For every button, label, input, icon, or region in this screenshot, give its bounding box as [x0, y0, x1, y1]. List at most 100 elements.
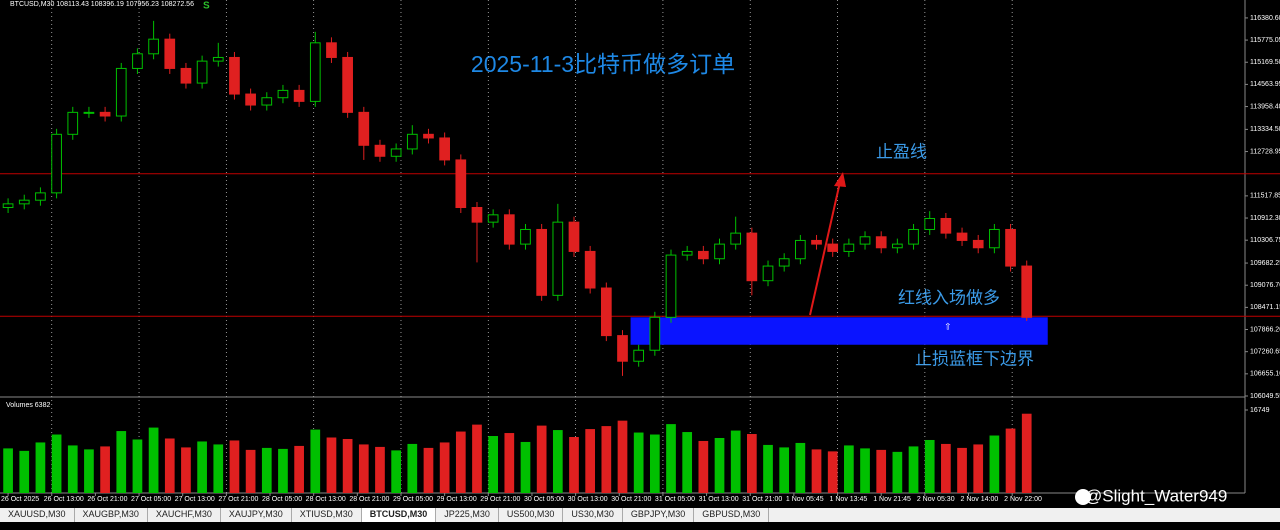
tab[interactable]: XAUGBP,M30	[75, 508, 148, 522]
candle-body	[1021, 265, 1033, 318]
x-tick-label: 29 Oct 21:00	[480, 496, 520, 503]
volume-bar	[844, 445, 854, 493]
volume-bar	[391, 450, 401, 493]
volume-bar	[35, 442, 46, 493]
volume-bar	[3, 448, 13, 493]
volume-bar	[698, 440, 709, 493]
symbol-info: BTCUSD,M30 108113.43 108396.19 107956.23…	[10, 1, 194, 8]
candle-body	[584, 250, 596, 289]
x-tick-label: 2 Nov 22:00	[1004, 496, 1042, 503]
signal: S	[203, 1, 210, 12]
x-tick-label: 28 Oct 05:00	[262, 496, 302, 503]
annotation: 止损蓝框下边界	[915, 349, 1034, 368]
y-tick-label: 110912.30	[1250, 215, 1280, 222]
chart: BTCUSD,M30 108113.43 108396.19 107956.23…	[0, 0, 1280, 507]
candle-body	[487, 214, 499, 223]
candle-body	[293, 89, 305, 102]
candle-body	[99, 111, 111, 117]
y-tick-label: 108471.15	[1250, 304, 1280, 311]
volume-bar	[876, 449, 887, 493]
candle-body	[827, 243, 839, 252]
x-tick-label: 31 Oct 05:00	[655, 496, 695, 503]
volume-bar	[197, 441, 207, 493]
arrow	[809, 181, 841, 316]
candle-body	[600, 287, 612, 337]
tab[interactable]: XTIUSD,M30	[292, 508, 362, 522]
volume-bar	[908, 446, 919, 493]
candle-body	[342, 56, 353, 113]
x-tick-label: 30 Oct 13:00	[568, 496, 608, 503]
volume-label: Volumes 6382	[6, 402, 50, 409]
volume-bar	[504, 433, 515, 493]
volume-bar	[375, 446, 385, 493]
tab[interactable]: GBPUSD,M30	[694, 508, 770, 522]
volume-bar	[973, 444, 984, 493]
candle-body	[892, 243, 903, 249]
volume-bar	[455, 431, 466, 493]
volume-bar	[957, 447, 967, 493]
candle-body	[762, 265, 774, 282]
volume-bar	[278, 448, 288, 493]
candle-body	[956, 232, 968, 241]
volume-bar	[924, 439, 935, 493]
tab[interactable]: GBPJPY,M30	[623, 508, 695, 522]
candle-body	[972, 239, 984, 249]
y-tick-label: 107866.20	[1250, 326, 1280, 333]
candle-body	[51, 133, 62, 194]
annotation: 止盈线	[876, 142, 927, 161]
y-tick-label: 106655.10	[1250, 371, 1280, 378]
candle-body	[309, 42, 321, 102]
candle-body	[326, 42, 337, 58]
volume-bar	[617, 420, 628, 493]
volume-bar	[67, 445, 78, 493]
tab[interactable]: US500,M30	[499, 508, 564, 522]
y-tick-label: 115169.50	[1250, 59, 1280, 66]
candle-body	[1005, 228, 1016, 267]
candle-body	[795, 239, 806, 260]
volume-bar	[342, 438, 353, 493]
tab[interactable]: US30,M30	[563, 508, 623, 522]
candle-body	[148, 38, 159, 55]
candle-body	[520, 228, 531, 245]
candle-body	[714, 243, 725, 260]
x-tick-label: 27 Oct 05:00	[131, 496, 171, 503]
volume-bar	[439, 442, 450, 493]
volume-bar	[811, 449, 822, 493]
volume-bar	[1021, 413, 1032, 493]
volume-bar	[763, 444, 773, 493]
candle-body	[681, 250, 693, 256]
tab[interactable]: JP225,M30	[436, 508, 499, 522]
arrow-head	[834, 172, 846, 187]
candle-body	[423, 133, 434, 139]
order-marker: ⇧	[944, 321, 952, 331]
tab[interactable]: XAUJPY,M30	[221, 508, 292, 522]
tab[interactable]: XAUCHF,M30	[148, 508, 221, 522]
stop-zone	[630, 317, 1048, 345]
tab[interactable]: XAUUSD,M30	[0, 508, 75, 522]
candle-body	[940, 217, 952, 234]
volume-bar	[407, 443, 418, 493]
x-tick-label: 26 Oct 21:00	[87, 496, 127, 503]
volume-bar	[326, 437, 337, 493]
candle-body	[989, 228, 1000, 249]
volume-bar	[229, 440, 240, 493]
y-tick-label: 109076.70	[1250, 282, 1280, 289]
candle-body	[746, 232, 758, 282]
candle-body	[261, 97, 273, 106]
y-tick-label: 109682.25	[1250, 260, 1280, 267]
candle-body	[843, 243, 855, 252]
volume-bar	[730, 430, 741, 493]
volume-bar	[100, 446, 110, 493]
volume-bar	[310, 429, 321, 493]
candle-body	[908, 228, 919, 245]
candle-body	[875, 236, 887, 249]
x-tick-label: 29 Oct 05:00	[393, 496, 433, 503]
volume-bar	[245, 449, 256, 493]
facebook-icon	[1075, 489, 1091, 505]
volume-bar	[84, 449, 94, 493]
tab[interactable]: BTCUSD,M30	[361, 508, 437, 522]
volume-bar	[827, 451, 838, 493]
y-tick-label: 111517.85	[1250, 193, 1280, 200]
volume-bar	[649, 434, 660, 493]
candle-body	[568, 221, 580, 252]
